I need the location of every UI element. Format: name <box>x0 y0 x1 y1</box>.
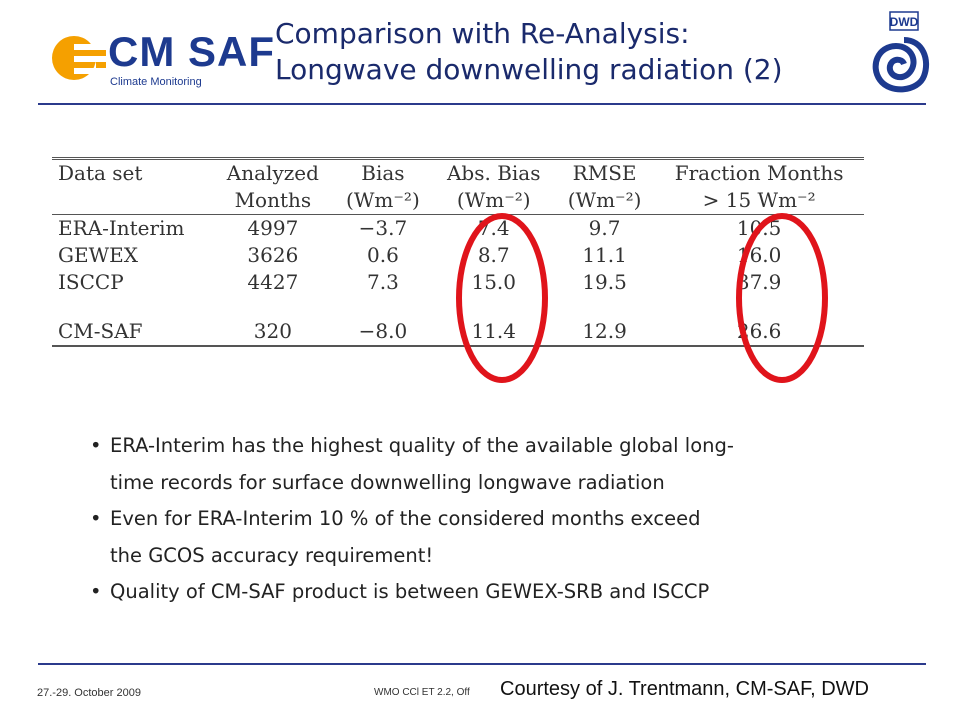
table-row: CM-SAF 320 −8.0 11.4 12.9 26.6 <box>52 318 864 347</box>
col-header: Abs. Bias <box>446 161 541 185</box>
table-cell: GEWEX <box>58 243 138 267</box>
title-line-1: Comparison with Re-Analysis: <box>275 17 690 50</box>
col-header: Data set <box>58 161 143 185</box>
col-header-sub <box>52 187 213 215</box>
footer-date: 27.-29. October 2009 <box>37 687 141 699</box>
bullet-item: ERA-Interim has the highest quality of t… <box>90 428 734 465</box>
bullet-list: ERA-Interim has the highest quality of t… <box>90 428 734 611</box>
col-header-sub: (Wm⁻²) <box>554 187 655 215</box>
table-row: GEWEX 3626 0.6 8.7 11.1 16.0 <box>52 242 864 269</box>
footer-divider <box>38 663 926 665</box>
footer-courtesy: Courtesy of J. Trentmann, CM-SAF, DWD <box>500 678 869 700</box>
table-cell: 10.5 <box>736 216 782 240</box>
header-divider <box>38 103 926 105</box>
table-cell: 11.1 <box>582 243 627 267</box>
table-cell: 15.0 <box>471 270 516 294</box>
statistics-table: Data set Analyzed Bias Abs. Bias RMSE Fr… <box>52 157 864 347</box>
title-line-2: Longwave downwelling radiation (2) <box>275 53 783 86</box>
table-spacer <box>52 296 864 318</box>
table-cell: 9.7 <box>588 216 621 240</box>
sun-icon <box>52 36 114 80</box>
table-cell: 4427 <box>247 270 299 294</box>
table-cell: 37.9 <box>736 270 782 294</box>
logo-text: CM SAF <box>108 28 275 75</box>
dwd-logo: DWD <box>868 10 938 100</box>
logo-subtitle: Climate Monitoring <box>110 76 202 88</box>
page-title: Comparison with Re-Analysis: Longwave do… <box>275 16 783 88</box>
table-row: ERA-Interim 4997 −3.7 7.4 9.7 10.5 <box>52 215 864 243</box>
table-cell: 26.6 <box>654 318 864 347</box>
table-cell: 11.4 <box>432 318 555 347</box>
table-cell: 12.9 <box>554 318 655 347</box>
cm-saf-logo <box>44 20 259 95</box>
table-cell: 3626 <box>247 243 299 267</box>
table-cell: CM-SAF <box>52 318 213 347</box>
footer-meeting: WMO CCl ET 2.2, Off <box>374 687 470 698</box>
table-cell: ERA-Interim <box>58 216 185 240</box>
col-header-sub: > 15 Wm⁻² <box>654 187 864 215</box>
table-cell: ISCCP <box>58 270 124 294</box>
table-cell: 16.0 <box>736 243 782 267</box>
table-cell: 0.6 <box>366 243 399 267</box>
col-header: RMSE <box>572 161 637 185</box>
bullet-continuation: time records for surface downwelling lon… <box>110 470 665 494</box>
col-header: Bias <box>361 161 405 185</box>
table-cell: 8.7 <box>477 243 510 267</box>
col-header-sub: Months <box>212 187 334 215</box>
col-header-sub: (Wm⁻²) <box>432 187 555 215</box>
col-header: Analyzed <box>226 161 319 185</box>
table-cell: −3.7 <box>358 216 408 240</box>
dwd-logo-text: DWD <box>890 15 919 29</box>
table-cell: 7.3 <box>366 270 399 294</box>
table-cell: −8.0 <box>333 318 433 347</box>
table-cell: 7.4 <box>477 216 510 240</box>
table-cell: 19.5 <box>582 270 627 294</box>
table-cell: 320 <box>212 318 334 347</box>
bullet-continuation: the GCOS accuracy requirement! <box>110 543 434 567</box>
bullet-item: Even for ERA-Interim 10 % of the conside… <box>90 501 734 538</box>
col-header-sub: (Wm⁻²) <box>333 187 433 215</box>
table-row: ISCCP 4427 7.3 15.0 19.5 37.9 <box>52 269 864 296</box>
spiral-icon <box>872 37 930 93</box>
col-header: Fraction Months <box>674 161 844 185</box>
table-cell: 4997 <box>247 216 299 240</box>
bullet-item: Quality of CM-SAF product is between GEW… <box>90 574 734 611</box>
